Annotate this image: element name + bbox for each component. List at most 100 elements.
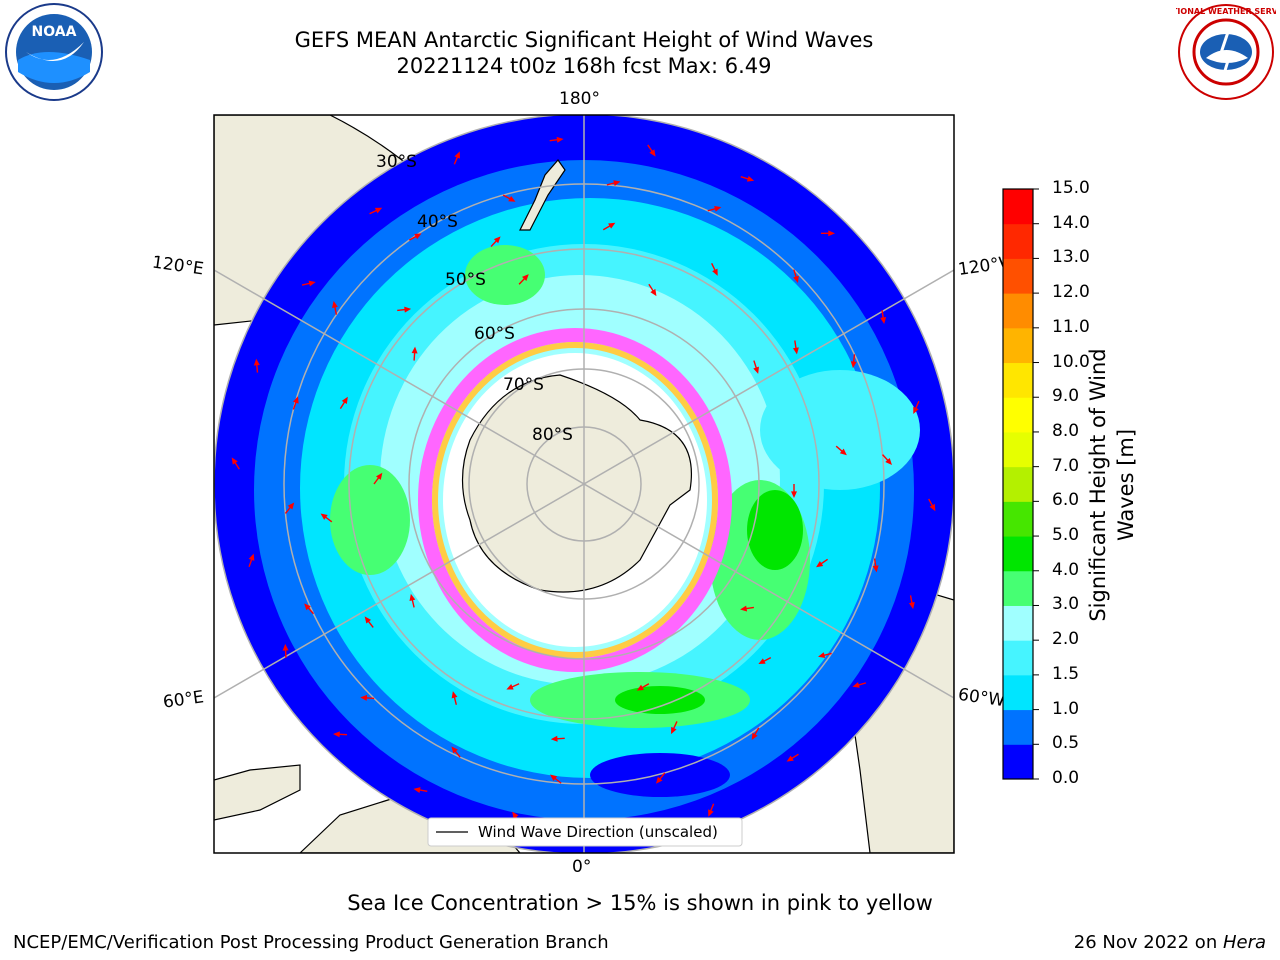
colorbar-tick-label: 1.5	[1052, 663, 1080, 684]
wind-vector-head	[753, 366, 759, 374]
colorbar-segment	[1003, 362, 1033, 398]
wind-vector-head	[636, 684, 645, 691]
colorbar-segment	[1003, 605, 1033, 641]
colorbar-tick-label: 1.0	[1052, 698, 1080, 719]
colorbar-tick-label: 0.0	[1052, 768, 1080, 788]
wind-vector-head	[287, 502, 295, 510]
wind-vector-head	[341, 396, 348, 405]
wind-vector-head	[293, 396, 299, 404]
colorbar-segment	[1003, 536, 1033, 572]
wind-vector-head	[409, 593, 416, 601]
wind-vector-head	[506, 684, 514, 690]
wind-vector-head	[908, 602, 915, 610]
nws-logo-text: NATIONAL WEATHER SERVICE	[1176, 7, 1276, 16]
noaa-logo-icon: NOAA	[4, 2, 104, 102]
wind-vector-head	[828, 230, 835, 237]
wind-vector-head	[360, 694, 368, 701]
wind-vector-head	[816, 561, 824, 568]
wind-vector-head	[364, 616, 372, 624]
wind-vector-head	[454, 151, 460, 159]
colorbar-segment	[1003, 674, 1033, 711]
wind-vector-head	[712, 268, 718, 276]
colorbar-segment	[1003, 258, 1033, 294]
colorbar-segment	[1003, 293, 1033, 329]
colorbar-segment	[1003, 501, 1033, 537]
wind-vector-head	[282, 643, 289, 651]
colorbar-tick-label: 9.0	[1052, 386, 1080, 407]
wind-vector-head	[818, 652, 826, 659]
wind-vector-head	[374, 207, 383, 214]
colorbar-label: Significant Height of Wind Waves [m]	[1084, 348, 1140, 621]
colorbar-segment	[1003, 397, 1033, 433]
colorbar-segment	[1003, 327, 1033, 364]
colorbar-segment	[1003, 466, 1033, 502]
nws-logo-icon: NATIONAL WEATHER SERVICE	[1160, 2, 1280, 102]
colorbar-label-line2: Waves [m]	[1114, 428, 1138, 542]
lat-label-60s: 60°S	[474, 324, 515, 344]
colorbar-tick-label: 11.0	[1052, 316, 1090, 337]
colorbar-tick-label: 13.0	[1052, 247, 1090, 268]
wind-vector-head	[740, 605, 748, 612]
wind-vector-head	[522, 274, 529, 282]
colorbar-tick-label: 8.0	[1052, 420, 1080, 441]
colorbar-tick-label: 7.0	[1052, 455, 1080, 476]
wind-vector-head	[550, 774, 558, 781]
colorbar-tick-label: 6.0	[1052, 490, 1080, 511]
colorbar	[1002, 188, 1039, 780]
wind-vector-head	[613, 180, 621, 187]
wind-vector-head	[404, 306, 412, 313]
colorbar-segment	[1003, 709, 1033, 745]
wind-vector-head	[304, 603, 311, 611]
colorbar-segment	[1003, 189, 1033, 225]
antarctica-land	[461, 374, 692, 593]
colorbar-tick-label: 15.0	[1052, 178, 1090, 198]
wind-vector-head	[746, 175, 755, 182]
lat-label-80s: 80°S	[532, 425, 573, 445]
wind-vector-head	[852, 682, 860, 688]
colorbar-tick-label: 14.0	[1052, 212, 1090, 233]
wind-vector-head	[413, 787, 421, 793]
wind-vector-head	[708, 809, 714, 817]
colorbar-tick-label: 5.0	[1052, 525, 1080, 546]
colorbar-segment	[1003, 640, 1033, 676]
sea-ice-caption: Sea Ice Concentration > 15% is shown in …	[347, 891, 933, 915]
wind-vector-head	[793, 275, 799, 283]
lon-label-top: 180°	[559, 89, 600, 109]
wind-vector-head	[512, 811, 519, 819]
colorbar-segment	[1003, 431, 1033, 468]
wind-vector-head	[411, 346, 418, 354]
wind-vector-head	[493, 236, 501, 244]
map-legend: Wind Wave Direction (unscaled)	[427, 817, 743, 847]
lat-label-40s: 40°S	[417, 212, 458, 232]
wind-vector-head	[375, 472, 383, 480]
graticule	[214, 115, 954, 853]
wind-vector-head	[550, 735, 558, 742]
footer-date-text: 26 Nov 2022 on	[1073, 932, 1223, 953]
colorbar-frame	[1002, 188, 1034, 780]
wind-vector-head	[751, 732, 758, 740]
wind-vector-head	[608, 222, 616, 229]
wind-vector-head	[248, 553, 255, 561]
wind-vector-head	[792, 347, 799, 355]
wind-vector-head	[451, 691, 458, 699]
wind-vector-head	[451, 746, 458, 754]
wind-vector-head	[839, 448, 847, 456]
footer-branch: NCEP/EMC/Verification Post Processing Pr…	[13, 932, 609, 953]
colorbar-segment	[1003, 570, 1033, 606]
colorbar-tick-label: 3.0	[1052, 594, 1080, 615]
noaa-logo-text: NOAA	[32, 24, 77, 40]
colorbar-tick-label: 12.0	[1052, 282, 1090, 303]
chart-title: GEFS MEAN Antarctic Significant Height o…	[294, 28, 874, 52]
wind-vector-head	[850, 361, 857, 369]
colorbar-segment	[1003, 744, 1033, 780]
wind-vector-head	[231, 457, 238, 465]
lon-label-bottom: 0°	[572, 857, 592, 877]
wind-vector-head	[320, 513, 328, 520]
wind-vector-head	[332, 300, 338, 309]
wind-vector-head	[791, 491, 797, 498]
chart-subtitle: 20221124 t00z 168h fcst Max: 6.49	[396, 54, 772, 78]
wind-vector-head	[253, 358, 260, 366]
wind-vector-head	[929, 503, 936, 512]
wind-vector-head	[508, 195, 516, 202]
